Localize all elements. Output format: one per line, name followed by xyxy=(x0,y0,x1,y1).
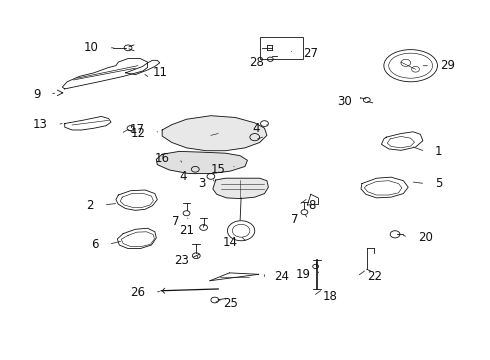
Text: 6: 6 xyxy=(91,238,99,251)
Text: 12: 12 xyxy=(130,127,146,140)
Text: 28: 28 xyxy=(249,55,265,69)
Text: 7: 7 xyxy=(291,213,298,226)
Text: 27: 27 xyxy=(303,47,318,60)
Text: 3: 3 xyxy=(198,177,206,190)
Text: 5: 5 xyxy=(435,177,442,190)
Text: 19: 19 xyxy=(296,268,311,281)
Text: 1: 1 xyxy=(435,145,442,158)
Text: 17: 17 xyxy=(130,123,145,136)
Polygon shape xyxy=(162,116,267,151)
Text: 2: 2 xyxy=(86,198,94,212)
Text: 4: 4 xyxy=(252,122,260,135)
Polygon shape xyxy=(156,152,247,174)
Text: 24: 24 xyxy=(274,270,289,283)
Text: 11: 11 xyxy=(152,66,168,79)
Polygon shape xyxy=(213,178,269,199)
Text: 30: 30 xyxy=(338,95,352,108)
Text: 4: 4 xyxy=(179,170,187,183)
Text: 8: 8 xyxy=(308,198,316,212)
Text: 7: 7 xyxy=(172,215,179,228)
Text: 29: 29 xyxy=(440,59,455,72)
Text: 25: 25 xyxy=(223,297,238,310)
Text: 10: 10 xyxy=(84,41,99,54)
Text: 21: 21 xyxy=(179,224,194,237)
Text: 14: 14 xyxy=(222,236,238,249)
Text: 13: 13 xyxy=(33,118,48,131)
Text: 15: 15 xyxy=(211,163,225,176)
Text: 18: 18 xyxy=(323,289,338,303)
Text: 22: 22 xyxy=(367,270,382,283)
Text: 23: 23 xyxy=(174,254,189,267)
Text: 9: 9 xyxy=(33,88,40,101)
Text: 20: 20 xyxy=(418,231,433,244)
Text: 26: 26 xyxy=(130,286,145,299)
Text: 16: 16 xyxy=(154,152,170,165)
